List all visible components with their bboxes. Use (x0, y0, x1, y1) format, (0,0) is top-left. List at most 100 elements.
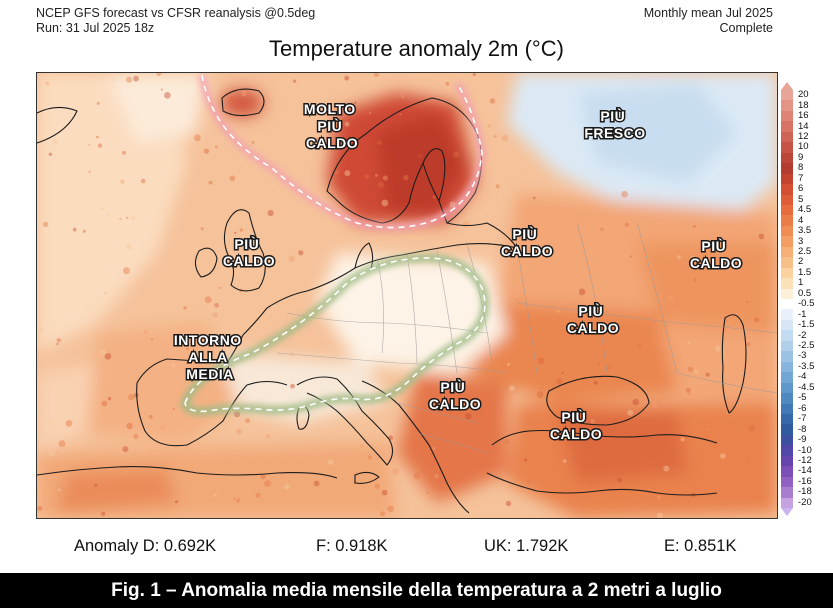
field-speckle (172, 407, 175, 410)
field-speckle (417, 153, 423, 159)
field-speckle (694, 370, 698, 374)
field-speckle (334, 170, 339, 175)
field-speckle (663, 465, 670, 472)
field-speckle (746, 460, 750, 464)
field-speckle (376, 456, 380, 460)
anomaly-map: MOLTO PIÙ CALDO PIÙ FRESCO PIÙ CALDO PIÙ… (36, 72, 778, 519)
colorbar-tick-label: -4.5 (798, 381, 815, 393)
header-model-info: NCEP GFS forecast vs CFSR reanalysis @0.… (36, 6, 315, 36)
colorbar-cell (781, 372, 793, 384)
field-speckle (685, 387, 691, 393)
label-piu-caldo-poland: PIÙ CALDO (501, 225, 553, 259)
field-speckle (100, 206, 105, 211)
field-speckle (680, 437, 685, 442)
field-speckle (624, 222, 629, 227)
field-speckle (56, 342, 59, 346)
label-piu-caldo-turkey: PIÙ CALDO (550, 408, 602, 442)
field-speckle (313, 480, 320, 487)
colorbar-cell (781, 121, 793, 133)
colorbar-tick-label: 1 (798, 277, 804, 289)
field-speckle (506, 362, 510, 366)
field-speckle (107, 396, 112, 401)
anomaly-france: F: 0.918K (316, 537, 388, 555)
colorbar-cell (781, 110, 793, 122)
colorbar-cell (781, 152, 793, 164)
field-speckle (532, 196, 536, 200)
field-speckle (120, 179, 125, 184)
field-speckle (502, 246, 509, 253)
field-speckle (344, 170, 351, 177)
field-speckle (128, 394, 135, 401)
colorbar-cell (781, 100, 793, 112)
colorbar-cell (781, 445, 793, 457)
field-speckle (37, 327, 44, 333)
field-speckle (676, 255, 681, 260)
colorbar-cell (781, 142, 793, 154)
field-speckle (219, 137, 224, 142)
field-speckle (381, 199, 389, 207)
header-period-info: Monthly mean Jul 2025 Complete (644, 6, 773, 36)
field-speckle (293, 79, 297, 83)
field-speckle (290, 383, 295, 389)
field-speckle (432, 195, 437, 200)
field-speckle (214, 302, 220, 308)
field-speckle (720, 453, 726, 459)
colorbar-tick-label: -2 (798, 329, 807, 341)
field-speckle (359, 444, 364, 449)
colorbar-tick-label: 2 (798, 256, 804, 268)
field-speckle (374, 483, 380, 489)
field-speckle (101, 511, 106, 516)
field-speckle (453, 151, 460, 158)
label-piu-caldo-ukraine: PIÙ CALDO (567, 302, 619, 336)
field-speckle (88, 143, 91, 147)
field-speckle (333, 119, 338, 124)
field-speckle (400, 94, 405, 98)
colorbar-tick-label: 8 (798, 162, 804, 174)
field-speckle (123, 267, 130, 275)
field-speckle (156, 73, 162, 76)
colorbar-cell (781, 382, 793, 394)
field-speckle (126, 76, 132, 83)
field-speckle (251, 141, 255, 144)
colorbar-tick-label: 4.5 (798, 204, 812, 216)
colorbar-tick-label: -4 (798, 371, 807, 383)
field-texture (37, 73, 775, 518)
field-speckle (403, 174, 409, 181)
field-speckle (457, 478, 460, 481)
field-speckle (373, 73, 379, 78)
colorbar-tick-label: 5 (798, 193, 804, 205)
field-speckle (213, 493, 217, 497)
field-speckle (378, 181, 384, 188)
field-speckle (432, 446, 436, 450)
field-speckle (524, 458, 528, 462)
field-speckle (101, 400, 108, 407)
field-speckle (204, 296, 212, 304)
field-speckle (240, 332, 243, 335)
field-speckle (112, 78, 116, 82)
colorbar-tick-label: 1.5 (798, 266, 812, 278)
colorbar-tick-label: -3.5 (798, 360, 815, 372)
field-speckle (392, 467, 400, 475)
label-piu-caldo-russia: PIÙ CALDO (690, 237, 742, 271)
field-speckle (92, 461, 98, 467)
field-speckle (505, 500, 512, 507)
colorbar-cell (781, 330, 793, 342)
colorbar-cell (781, 194, 793, 206)
field-speckle (280, 84, 283, 87)
field-speckle (100, 349, 107, 356)
field-speckle (122, 150, 126, 155)
field-speckle (284, 484, 290, 490)
anomaly-uk: UK: 1.792K (484, 537, 569, 555)
map-canvas: MOLTO PIÙ CALDO PIÙ FRESCO PIÙ CALDO PIÙ… (37, 73, 777, 518)
label-piu-caldo-uk: PIÙ CALDO (223, 235, 275, 269)
colorbar-cell (781, 215, 793, 227)
colorbar-tick-label: -14 (798, 465, 812, 477)
field-speckle (48, 450, 55, 457)
field-speckle (572, 214, 575, 217)
colorbar-bottom-arrow (781, 508, 793, 516)
colorbar-cell (781, 434, 793, 446)
colorbar-tick-label: -5 (798, 392, 807, 404)
field-speckle (656, 495, 661, 500)
anomaly-germany: Anomaly D: 0.692K (74, 537, 217, 555)
colorbar-cell (781, 278, 793, 290)
